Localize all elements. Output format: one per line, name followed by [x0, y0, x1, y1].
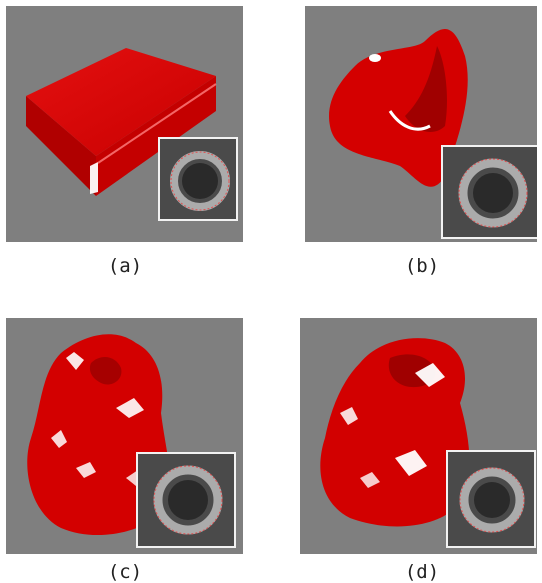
inset-image-c [136, 452, 236, 548]
panel-b [305, 6, 537, 242]
caption-c: (c) [107, 561, 143, 583]
lumpy-render-c [27, 334, 171, 536]
ring-contour [138, 454, 234, 546]
ring-contour [443, 147, 537, 237]
caption-b: (b) [404, 255, 440, 277]
panel-d [300, 318, 537, 554]
caption-a: (a) [107, 255, 143, 277]
panel-a [6, 6, 243, 242]
panel-c [6, 318, 243, 554]
ring-contour [448, 452, 534, 546]
cup-render [329, 29, 468, 187]
inset-image-a [158, 137, 238, 221]
inset-image-b [441, 145, 537, 239]
ring-contour [160, 139, 236, 219]
inset-image-d [446, 450, 536, 548]
caption-d: (d) [404, 561, 440, 583]
box-render [26, 48, 217, 196]
lumpy-render-d [320, 338, 470, 527]
